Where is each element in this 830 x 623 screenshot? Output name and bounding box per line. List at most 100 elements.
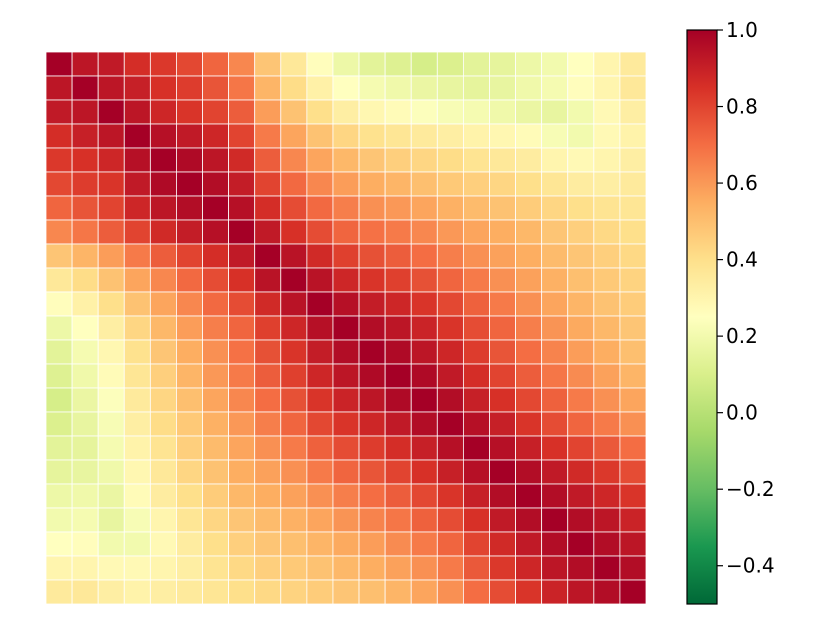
heatmap-cell (436, 171, 464, 197)
heatmap-cell (97, 483, 125, 509)
heatmap-cell (149, 291, 177, 317)
heatmap-cell (202, 507, 230, 533)
heatmap-grid (45, 51, 647, 605)
heatmap-cell (410, 315, 438, 341)
heatmap-cell (332, 123, 360, 149)
heatmap-cell (280, 387, 308, 413)
heatmap-cell (123, 195, 151, 221)
heatmap-cell (384, 291, 412, 317)
heatmap-cell (45, 267, 73, 293)
heatmap-cell (462, 363, 490, 389)
heatmap-cell (254, 195, 282, 221)
heatmap-cell (97, 579, 125, 605)
heatmap-cell (619, 219, 647, 245)
heatmap-cell (384, 555, 412, 581)
heatmap-cell (280, 51, 308, 77)
heatmap-cell (202, 99, 230, 125)
heatmap-cell (410, 579, 438, 605)
heatmap-cell (619, 291, 647, 317)
heatmap-cell (515, 123, 543, 149)
heatmap-cell (593, 195, 621, 221)
heatmap-cell (97, 51, 125, 77)
heatmap-cell (228, 387, 256, 413)
heatmap-cell (176, 363, 203, 389)
heatmap-cell (410, 507, 438, 533)
heatmap-cell (71, 267, 99, 293)
heatmap-cell (202, 339, 230, 365)
heatmap-cell (202, 531, 230, 557)
heatmap-cell (410, 459, 438, 485)
heatmap-cell (228, 147, 256, 173)
heatmap-cell (358, 387, 386, 413)
heatmap-cell (462, 339, 490, 365)
heatmap-cell (71, 243, 99, 269)
heatmap-cell (254, 123, 282, 149)
heatmap-cell (541, 483, 569, 509)
heatmap-cell (45, 387, 73, 413)
heatmap-cell (176, 147, 203, 173)
heatmap-cell (436, 315, 464, 341)
heatmap-cell (71, 507, 99, 533)
heatmap-cell (176, 171, 203, 197)
heatmap-cell (384, 195, 412, 221)
heatmap-cell (567, 123, 595, 149)
heatmap-cell (97, 123, 125, 149)
colorbar-tick-label: 0.8 (726, 95, 758, 119)
heatmap-cell (306, 99, 334, 125)
heatmap-cell (332, 483, 360, 509)
heatmap-cell (176, 507, 203, 533)
colorbar-ticks: 1.0 0.8 0.6 0.4 0.2 0.0 −0.2 −0.4 (717, 18, 775, 578)
heatmap-cell (202, 123, 230, 149)
heatmap-cell (619, 435, 647, 461)
colorbar-tick-label: 0.4 (726, 248, 758, 272)
heatmap-cell (358, 243, 386, 269)
heatmap-cell (462, 531, 490, 557)
heatmap-cell (384, 99, 412, 125)
heatmap-cell (489, 459, 516, 485)
heatmap-cell (280, 75, 308, 101)
heatmap-cell (619, 51, 647, 77)
heatmap-cell (619, 363, 647, 389)
heatmap-cell (280, 219, 308, 245)
heatmap-cell (306, 171, 334, 197)
heatmap-cell (489, 363, 516, 389)
heatmap-cell (593, 387, 621, 413)
heatmap-cell (228, 171, 256, 197)
heatmap-cell (593, 99, 621, 125)
heatmap-cell (358, 291, 386, 317)
heatmap-cell (202, 435, 230, 461)
heatmap-cell (280, 243, 308, 269)
heatmap-cell (228, 75, 256, 101)
heatmap-cell (254, 147, 282, 173)
heatmap-cell (123, 579, 151, 605)
heatmap-cell (541, 435, 569, 461)
heatmap-cell (489, 123, 516, 149)
heatmap-cell (489, 267, 516, 293)
heatmap-cell (228, 531, 256, 557)
heatmap-cell (541, 219, 569, 245)
heatmap-cell (436, 459, 464, 485)
heatmap-cell (384, 315, 412, 341)
heatmap-cell (541, 147, 569, 173)
heatmap-cell (280, 411, 308, 437)
heatmap-cell (462, 459, 490, 485)
heatmap-cell (541, 555, 569, 581)
heatmap-cell (567, 555, 595, 581)
heatmap-cell (176, 555, 203, 581)
heatmap-cell (45, 243, 73, 269)
heatmap-cell (436, 75, 464, 101)
heatmap-cell (45, 363, 73, 389)
heatmap-cell (202, 51, 230, 77)
heatmap-cell (149, 195, 177, 221)
heatmap-cell (228, 315, 256, 341)
heatmap-cell (384, 363, 412, 389)
heatmap-cell (202, 363, 230, 389)
heatmap-cell (619, 195, 647, 221)
heatmap-cell (254, 267, 282, 293)
heatmap-cell (149, 579, 177, 605)
heatmap-cell (202, 315, 230, 341)
heatmap-cell (358, 411, 386, 437)
heatmap-cell (593, 171, 621, 197)
heatmap-cell (619, 411, 647, 437)
heatmap-cell (410, 555, 438, 581)
